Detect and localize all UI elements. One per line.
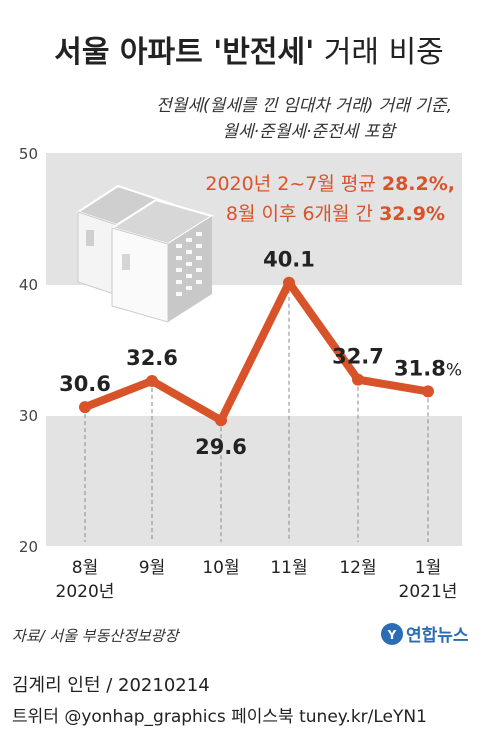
annotation-line-1: 2020년 2~7월 평균 28.2%, [205,173,455,195]
y-tick-label: 30 [19,407,38,425]
series-line [81,278,432,425]
x-tick-label: 12월 [339,558,376,578]
x-tick-label: 10월 [202,558,239,578]
x-tick-label: 8월 [72,558,98,578]
y-tick-label: 50 [19,145,38,163]
data-point [422,385,434,398]
data-label: 32.6 [126,346,178,370]
y-tick-label: 40 [19,276,38,294]
data-labels: 30.6 32.6 29.6 40.1 32.7 31.8% [59,248,462,460]
credit-text: 김계리 인턴 / 20210214 [12,675,210,696]
chart-title: 서울 아파트 '반전세' 거래 비중 [54,35,444,70]
data-label: 29.6 [195,435,247,459]
y-axis-ticks: 20 30 40 50 [19,145,38,556]
apartment-building-icon [75,184,215,323]
y-tick-label: 20 [19,538,38,556]
data-point [352,373,364,386]
yonhap-logo: Y 연합뉴스 [381,623,469,646]
data-label: 40.1 [263,248,315,272]
svg-text:Y: Y [387,628,397,642]
drop-lines [84,282,429,542]
social-text: 트위터 @yonhap_graphics 페이스북 tuney.kr/LeYN1 [12,707,427,727]
chart-subtitle-2: 월세·준월세·준전세 포함 [222,122,397,142]
data-label: 31.8% [394,356,462,380]
annotation-line-2: 8월 이후 6개월 간 32.9% [226,203,445,225]
band-lower [46,416,462,546]
data-points [79,276,434,427]
x-tick-label: 1월 [415,558,441,578]
data-point [146,374,158,387]
chart-subtitle-1: 전월세(월세를 낀 임대차 거래) 거래 기준, [156,96,452,116]
svg-text:연합뉴스: 연합뉴스 [406,625,469,646]
yonhap-logo-icon [381,623,403,645]
data-label: 30.6 [59,372,111,396]
x-year-label: 2020년 [56,582,115,602]
x-year-label: 2021년 [399,582,458,602]
unit-label: % [446,360,462,380]
data-point [283,276,295,289]
x-tick-label: 11월 [270,558,307,578]
source-text: 자료/ 서울 부동산정보광장 [12,627,181,645]
x-tick-label: 9월 [139,558,165,578]
data-label: 32.7 [332,345,384,369]
x-axis-labels: 8월 2020년 9월 10월 11월 12월 1월 2021년 [56,558,458,602]
data-point [215,414,227,427]
data-point [79,401,91,414]
